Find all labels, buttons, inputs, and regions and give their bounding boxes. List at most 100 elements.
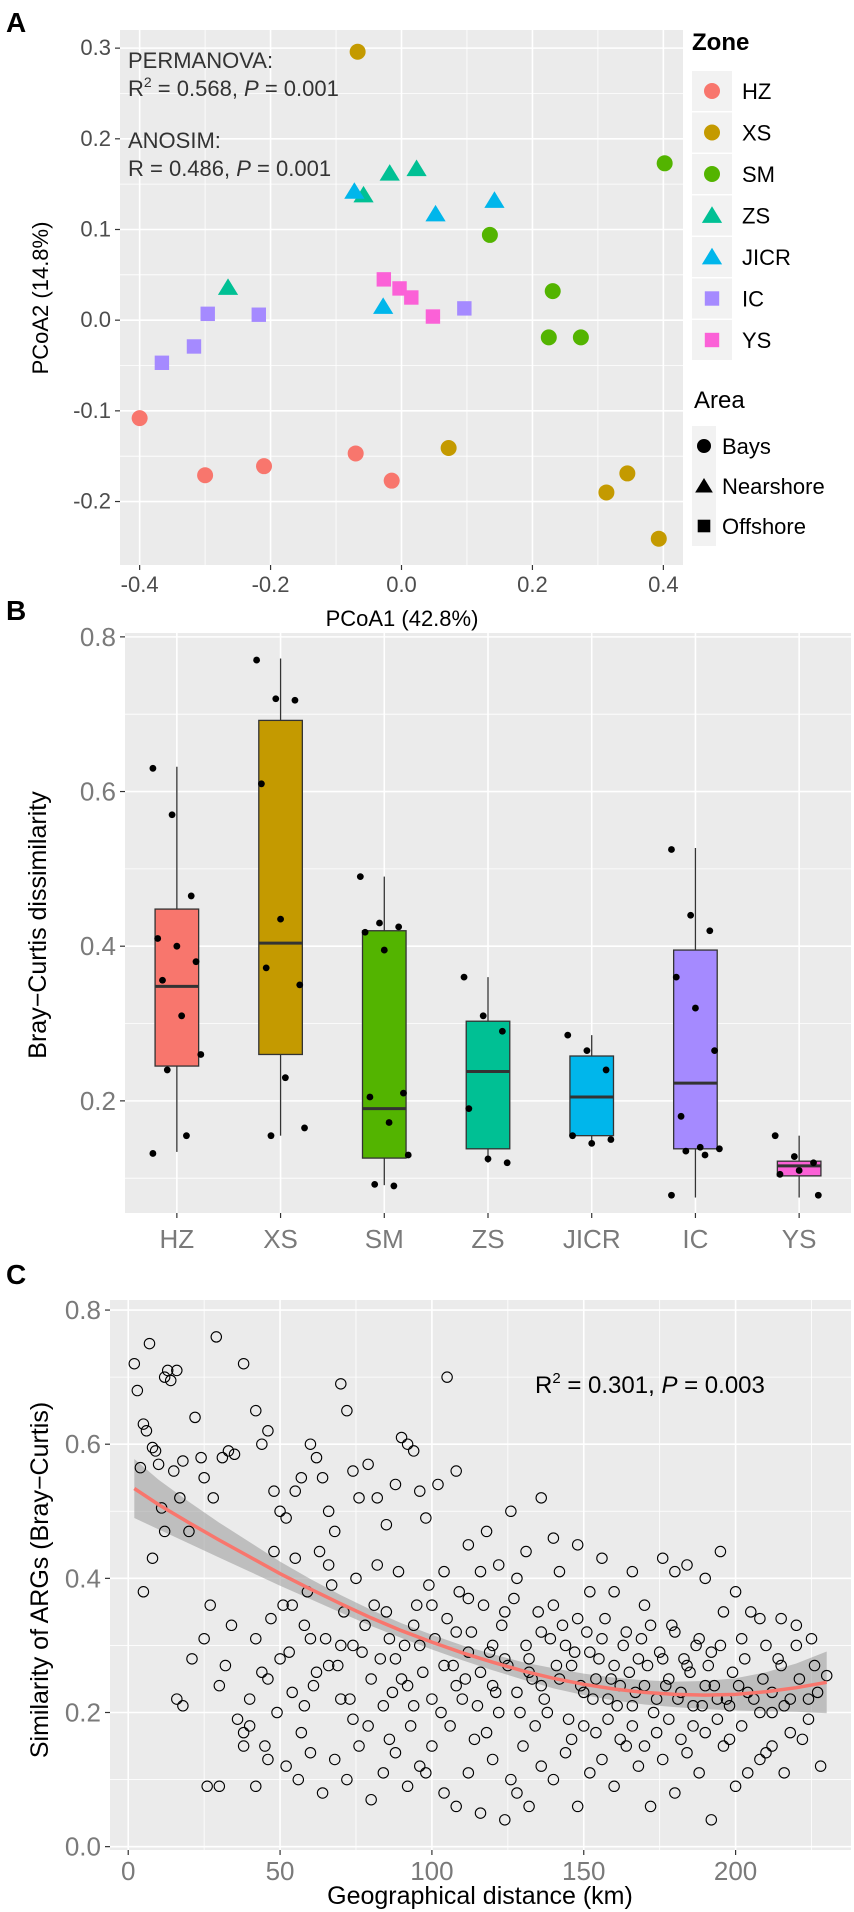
panel-a-ticks: -0.4 -0.2 0.0 0.2 0.4 -0.2 -0.1 0.0 0.1 0.2 0.3 <box>73 35 679 597</box>
panel-c-point <box>784 1693 797 1705</box>
panel-c-point <box>128 1357 141 1370</box>
panel-b-point-sm <box>395 923 403 931</box>
panel-c-point <box>745 1606 757 1618</box>
legend-area: Bays Nearshore Offshore <box>692 426 825 546</box>
panel-c-point <box>650 1726 663 1739</box>
panel-c-point <box>754 1753 766 1766</box>
panel-c-point <box>456 1693 469 1705</box>
panel-a-point-hz <box>131 410 148 427</box>
panel-c-point <box>714 1639 727 1652</box>
panel-c-point <box>316 1471 329 1484</box>
panel-a-points <box>131 43 673 547</box>
panel-c-point <box>450 1800 462 1813</box>
panel-b-point-ic <box>711 1047 718 1054</box>
panel-c-point <box>584 1646 596 1658</box>
panel-b-point-jicr <box>588 1140 596 1147</box>
panel-c-point <box>164 1374 177 1387</box>
panel-c-point <box>392 1565 405 1578</box>
panel-c-point <box>723 1700 736 1712</box>
panel-c-point <box>550 1659 563 1672</box>
panel-a-point-hz <box>197 467 214 484</box>
panel-c-point <box>368 1599 380 1611</box>
panel-c-point <box>414 1485 426 1497</box>
panel-c-point <box>438 1659 450 1672</box>
panel-c-point <box>250 1632 262 1645</box>
panel-c-point <box>189 1411 201 1424</box>
panel-c-point <box>820 1669 833 1682</box>
panel-c-point <box>256 1666 268 1679</box>
panel-c-x-tick-label: 50 <box>266 1856 295 1886</box>
panel-a-permanova-title: PERMANOVA: <box>128 48 273 73</box>
legend-zone-key-ys <box>704 332 720 348</box>
panel-c-point <box>517 1740 529 1752</box>
panel-c-point <box>511 1686 523 1699</box>
panel-c-point <box>210 1331 223 1343</box>
panel-b-point-zs <box>479 1012 487 1020</box>
panel-c-point <box>177 1455 189 1467</box>
panel-c-point <box>687 1700 699 1712</box>
panel-a-point-hz <box>383 472 400 489</box>
panel-c-point <box>802 1693 815 1705</box>
panel-c-point <box>729 1780 742 1793</box>
panel-c-point <box>401 1438 414 1450</box>
panel-c-point <box>322 1559 335 1571</box>
panel-c-point <box>729 1586 742 1598</box>
panel-b-point-sm <box>400 1089 407 1097</box>
panel-c-point <box>614 1733 626 1746</box>
legend-zone-key-hz <box>704 83 720 99</box>
panel-c-point <box>699 1679 711 1692</box>
panel-c-point <box>459 1673 472 1685</box>
panel-c-point <box>699 1572 711 1585</box>
panel-b-point-hz <box>154 935 162 942</box>
panel-c-point <box>547 1599 560 1611</box>
panel-c-point <box>535 1679 547 1692</box>
panel-c-fit-curve <box>133 1487 828 1697</box>
panel-c-point <box>359 1619 371 1632</box>
panel-c-point <box>578 1686 590 1699</box>
panel-c-point <box>532 1606 544 1618</box>
panel-c-point <box>684 1666 696 1679</box>
panel-c-point <box>638 1740 651 1752</box>
panel-c-point <box>578 1720 590 1732</box>
panel-b-point-xs <box>262 964 270 972</box>
panel-c-point <box>383 1733 396 1746</box>
panel-c-point <box>380 1606 393 1618</box>
panel-label-b: B <box>6 595 26 626</box>
panel-c-point <box>711 1713 724 1725</box>
panel-c-point <box>505 1505 517 1518</box>
panel-c-point <box>432 1478 444 1491</box>
panel-c-y-tick-label: 0.2 <box>65 1698 101 1728</box>
panel-b-point-xs <box>272 695 280 703</box>
panel-c-point <box>395 1673 408 1685</box>
legend-zone: HZ XS SM ZS JICR IC YS <box>692 71 791 360</box>
panel-b-point-sm <box>376 919 383 927</box>
panel-c-point <box>678 1653 690 1665</box>
panel-c-point <box>775 1612 787 1625</box>
legend-zone-label-sm: SM <box>742 162 775 187</box>
panel-c-point <box>581 1626 593 1638</box>
panel-c-point <box>766 1740 778 1752</box>
panel-c-point <box>556 1619 569 1632</box>
panel-b-point-sm <box>404 1151 412 1159</box>
panel-a-y-tick-label: 0.2 <box>80 126 111 151</box>
panel-c-point <box>325 1579 338 1591</box>
panel-c-point <box>480 1726 493 1739</box>
panel-a-point-sm <box>544 283 561 300</box>
panel-c-point <box>395 1431 408 1444</box>
panel-b-point-zs <box>465 1105 473 1112</box>
panel-a-y-tick-label: -0.1 <box>73 398 111 423</box>
panel-b-box-zs <box>465 1020 511 1150</box>
panel-c-point <box>477 1599 490 1611</box>
panel-c-y-tick-label: 0.0 <box>65 1832 101 1862</box>
panel-c-point <box>772 1653 784 1665</box>
panel-b-point-sm <box>390 1182 398 1190</box>
panel-c-point <box>286 1686 298 1699</box>
panel-a-y-tick-label: -0.2 <box>73 489 111 514</box>
panel-c-point <box>310 1451 323 1464</box>
panel-a-y-tick-label: 0.0 <box>80 307 111 332</box>
panel-b-ticks: 0.2 0.4 0.6 0.8 HZ XS SM ZS JICR IC YS <box>80 622 817 1254</box>
panel-c-point <box>335 1639 347 1652</box>
panel-c-point <box>717 1740 730 1752</box>
panel-a-point-jicr <box>373 297 394 314</box>
panel-c-point <box>201 1780 213 1793</box>
